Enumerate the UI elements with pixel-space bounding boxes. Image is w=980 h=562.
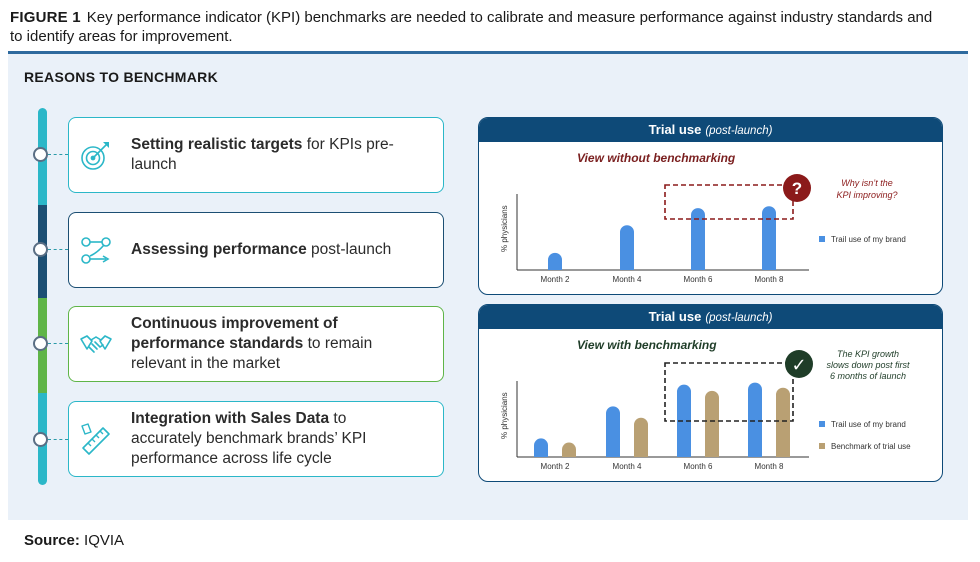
x-tick-label: Month 4 (613, 462, 642, 471)
bar-brand-month-4 (620, 225, 634, 270)
reason-card-1: Setting realistic targets for KPIs pre-l… (68, 117, 444, 193)
x-tick-label: Month 6 (684, 275, 713, 284)
bar-brand-month-8 (762, 206, 776, 270)
legend-label: Trail use of my brand (831, 420, 906, 429)
figure-caption-text: Key performance indicator (KPI) benchmar… (10, 9, 933, 45)
annotation-text: The KPI growth slows down post first 6 mon… (826, 349, 910, 381)
chart-title: Trial use (648, 309, 702, 324)
x-tick-label: Month 2 (541, 462, 570, 471)
reason-rest-2: post-launch (306, 241, 392, 258)
connector-2 (48, 249, 68, 250)
bar-brand-month-6 (691, 208, 705, 270)
chart-plot: View without benchmarking % physicians Mon… (500, 151, 906, 284)
reason-text-2: Assessing performance post-launch (131, 240, 421, 260)
reason-bold-1: Setting realistic targets (131, 136, 303, 153)
timeline-node-2 (33, 242, 48, 257)
target-arrow-icon (81, 142, 109, 170)
check-icon-glyph: ✓ (791, 355, 806, 376)
x-tick-label: Month 4 (613, 275, 642, 284)
highlight-box (664, 362, 794, 422)
bar-benchmark-month-4 (634, 417, 648, 457)
reason-card-4: Integration with Sales Data to accuratel… (68, 401, 444, 477)
chart-title: Trial use (648, 122, 702, 137)
chart-with-benchmark: Trial use (post-launch) View with benchma… (478, 304, 943, 482)
figure-label: FIGURE 1 (10, 9, 81, 26)
bar-benchmark-month-6 (705, 390, 719, 457)
legend-label: Trail use of my brand (831, 235, 906, 244)
legend-swatch (819, 421, 825, 427)
bar-benchmark-month-8 (776, 387, 790, 457)
chart-header: Trial use (post-launch) (479, 118, 942, 142)
caption-divider (8, 51, 968, 54)
bar-brand-month-2 (534, 438, 548, 457)
bar-brand-month-6 (677, 384, 691, 457)
reason-text-4: Integration with Sales Data to accuratel… (131, 409, 421, 469)
connector-4 (48, 439, 68, 440)
reason-bold-2: Assessing performance (131, 241, 307, 258)
question-icon (783, 174, 811, 202)
question-icon-glyph: ? (792, 179, 802, 198)
legend-label: Benchmark of trial use (831, 442, 911, 451)
chart-without-benchmark: Trial use (post-launch) View without benc… (478, 117, 943, 295)
x-tick-label: Month 6 (684, 462, 713, 471)
connector-1 (48, 154, 68, 155)
source-label: Source: (24, 532, 80, 549)
reason-card-3: Continuous improvement of performance st… (68, 306, 444, 382)
panel-title: REASONS TO BENCHMARK (24, 69, 218, 85)
x-tick-label: Month 8 (755, 462, 784, 471)
source-value: IQVIA (84, 532, 125, 549)
reason-card-2: Assessing performance post-launch (68, 212, 444, 288)
source-line: Source: IQVIA (24, 532, 124, 549)
chart-title-note: (post-launch) (705, 312, 773, 324)
reason-text-3: Continuous improvement of performance st… (131, 314, 421, 374)
chart-header: Trial use (post-launch) (479, 305, 942, 329)
figure-caption: FIGURE 1 Key performance indicator (KPI) … (10, 8, 940, 46)
reason-rest-1: for KPIs pre-launch (131, 136, 394, 173)
bar-benchmark-month-2 (562, 442, 576, 457)
y-axis-label: % physicians (500, 205, 509, 252)
chart-subtitle: View without benchmarking (577, 151, 736, 165)
reason-rest-4: to accurately benchmark brands’ KPI perf… (131, 410, 367, 467)
reason-text-1: Setting realistic targets for KPIs pre-l… (131, 135, 421, 175)
reason-bold-4: Integration with Sales Data (131, 410, 330, 427)
chart-subtitle: View with benchmarking (577, 338, 717, 352)
check-icon (785, 350, 813, 378)
flow-path-icon (81, 237, 111, 264)
x-tick-label: Month 8 (755, 275, 784, 284)
timeline-node-1 (33, 147, 48, 162)
reason-bold-3: Continuous improvement of performance st… (131, 315, 338, 352)
x-tick-label: Month 2 (541, 275, 570, 284)
handshake-icon (80, 335, 112, 353)
connector-3 (48, 343, 68, 344)
bar-brand-month-8 (748, 382, 762, 457)
bar-brand-month-4 (606, 406, 620, 457)
highlight-box (664, 184, 794, 220)
chart-title-note: (post-launch) (705, 125, 773, 137)
ruler-pencil-icon (81, 423, 110, 455)
legend-swatch (819, 236, 825, 242)
timeline-node-3 (33, 336, 48, 351)
y-axis-label: % physicians (500, 392, 509, 439)
reason-rest-3: to remain relevant in the market (131, 335, 373, 372)
bar-brand-month-2 (548, 252, 562, 270)
annotation-text: Why isn’t the KPI improving? (836, 178, 897, 200)
legend-swatch (819, 443, 825, 449)
chart-plot: View with benchmarking % physicians Month … (500, 338, 911, 471)
timeline-node-4 (33, 432, 48, 447)
